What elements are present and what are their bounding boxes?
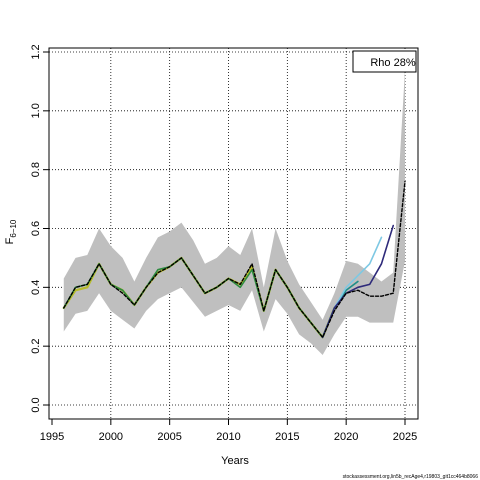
legend: Rho 28% (352, 50, 417, 73)
series-lines (62, 180, 406, 339)
y-tick-label: 0.0 (30, 397, 42, 412)
y-tick-label: 1.2 (30, 44, 42, 59)
y-tick-label: 0.4 (30, 280, 42, 295)
x-tick-label: 2015 (275, 431, 299, 443)
confidence-band-area (63, 69, 406, 355)
grid-lines (49, 48, 418, 419)
x-tick-label: 2020 (334, 431, 358, 443)
x-axis-title: Years (221, 455, 249, 467)
x-axis: 1995 2000 2005 2010 2015 2020 2025 (40, 418, 417, 443)
x-tick-label: 2010 (216, 431, 240, 443)
legend-box (352, 50, 417, 73)
series-line (63, 180, 406, 339)
y-axis-title-subscript: 6−10 (9, 219, 18, 238)
y-tick-label: 0.8 (30, 162, 42, 177)
x-tick-label: 2025 (393, 431, 417, 443)
series-line (321, 224, 395, 339)
y-axis-title-main: F (4, 237, 16, 244)
y-axis-title: F6−10 (4, 219, 18, 244)
x-tick-label: 2005 (157, 431, 181, 443)
confidence-band (63, 69, 406, 355)
legend-label: Rho 28% (370, 57, 415, 69)
y-tick-label: 0.2 (30, 339, 42, 354)
y-axis: 0.0 0.2 0.4 0.6 0.8 1.0 1.2 (30, 44, 50, 413)
plot-frame (48, 47, 419, 420)
x-tick-label: 1995 (40, 431, 64, 443)
footer-label: stockassessment.org,lin5b_recAge4,r19803… (343, 474, 479, 480)
y-tick-label: 0.6 (30, 221, 42, 236)
x-tick-label: 2000 (99, 431, 123, 443)
y-tick-label: 1.0 (30, 103, 42, 118)
